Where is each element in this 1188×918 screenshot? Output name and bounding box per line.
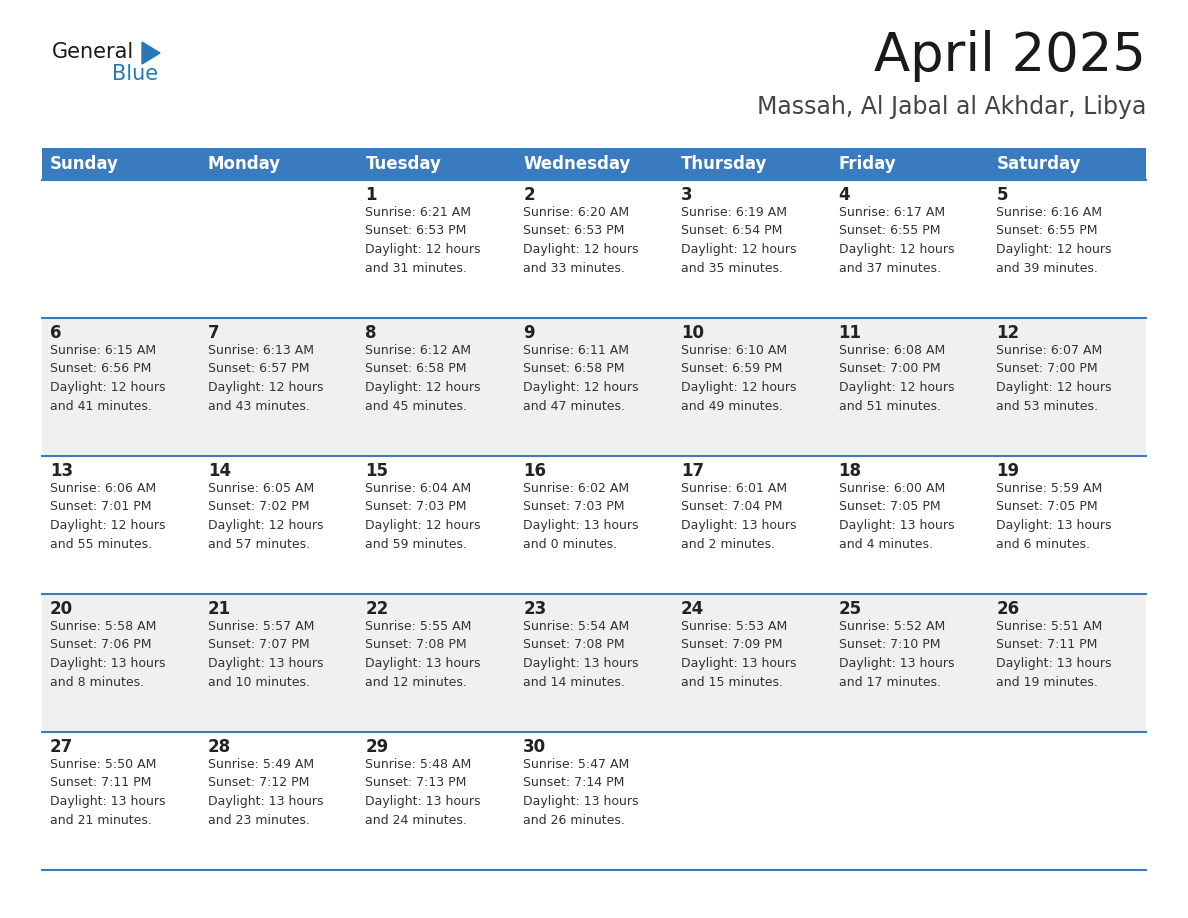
Bar <box>358 148 516 180</box>
Text: 16: 16 <box>523 462 546 480</box>
Text: Sunrise: 5:51 AM
Sunset: 7:11 PM
Daylight: 13 hours
and 19 minutes.: Sunrise: 5:51 AM Sunset: 7:11 PM Dayligh… <box>997 620 1112 688</box>
Text: 13: 13 <box>50 462 74 480</box>
Text: Sunrise: 5:55 AM
Sunset: 7:08 PM
Daylight: 13 hours
and 12 minutes.: Sunrise: 5:55 AM Sunset: 7:08 PM Dayligh… <box>366 620 481 688</box>
Text: Sunrise: 6:07 AM
Sunset: 7:00 PM
Daylight: 12 hours
and 53 minutes.: Sunrise: 6:07 AM Sunset: 7:00 PM Dayligh… <box>997 344 1112 412</box>
Text: Sunrise: 5:58 AM
Sunset: 7:06 PM
Daylight: 13 hours
and 8 minutes.: Sunrise: 5:58 AM Sunset: 7:06 PM Dayligh… <box>50 620 165 688</box>
Text: Sunrise: 6:08 AM
Sunset: 7:00 PM
Daylight: 12 hours
and 51 minutes.: Sunrise: 6:08 AM Sunset: 7:00 PM Dayligh… <box>839 344 954 412</box>
Bar <box>516 148 672 180</box>
Text: Monday: Monday <box>208 155 280 173</box>
Text: Sunrise: 6:21 AM
Sunset: 6:53 PM
Daylight: 12 hours
and 31 minutes.: Sunrise: 6:21 AM Sunset: 6:53 PM Dayligh… <box>366 206 481 274</box>
Text: 25: 25 <box>839 600 861 618</box>
Text: 19: 19 <box>997 462 1019 480</box>
Text: Sunrise: 5:47 AM
Sunset: 7:14 PM
Daylight: 13 hours
and 26 minutes.: Sunrise: 5:47 AM Sunset: 7:14 PM Dayligh… <box>523 758 639 826</box>
Text: Sunrise: 5:57 AM
Sunset: 7:07 PM
Daylight: 13 hours
and 10 minutes.: Sunrise: 5:57 AM Sunset: 7:07 PM Dayligh… <box>208 620 323 688</box>
Text: Sunrise: 6:11 AM
Sunset: 6:58 PM
Daylight: 12 hours
and 47 minutes.: Sunrise: 6:11 AM Sunset: 6:58 PM Dayligh… <box>523 344 639 412</box>
Text: 23: 23 <box>523 600 546 618</box>
Text: Sunrise: 6:05 AM
Sunset: 7:02 PM
Daylight: 12 hours
and 57 minutes.: Sunrise: 6:05 AM Sunset: 7:02 PM Dayligh… <box>208 482 323 551</box>
Text: Sunrise: 5:49 AM
Sunset: 7:12 PM
Daylight: 13 hours
and 23 minutes.: Sunrise: 5:49 AM Sunset: 7:12 PM Dayligh… <box>208 758 323 826</box>
Text: 12: 12 <box>997 324 1019 342</box>
Text: Sunrise: 6:01 AM
Sunset: 7:04 PM
Daylight: 13 hours
and 2 minutes.: Sunrise: 6:01 AM Sunset: 7:04 PM Dayligh… <box>681 482 796 551</box>
Bar <box>42 456 1146 594</box>
Text: Thursday: Thursday <box>681 155 767 173</box>
Text: General: General <box>52 42 134 62</box>
Text: Sunrise: 6:00 AM
Sunset: 7:05 PM
Daylight: 13 hours
and 4 minutes.: Sunrise: 6:00 AM Sunset: 7:05 PM Dayligh… <box>839 482 954 551</box>
Text: Sunrise: 5:50 AM
Sunset: 7:11 PM
Daylight: 13 hours
and 21 minutes.: Sunrise: 5:50 AM Sunset: 7:11 PM Dayligh… <box>50 758 165 826</box>
Bar <box>42 180 1146 318</box>
Text: 20: 20 <box>50 600 74 618</box>
Text: April 2025: April 2025 <box>874 30 1146 82</box>
Text: 30: 30 <box>523 738 546 756</box>
Text: 28: 28 <box>208 738 230 756</box>
Text: 15: 15 <box>366 462 388 480</box>
Text: 10: 10 <box>681 324 703 342</box>
Text: 14: 14 <box>208 462 230 480</box>
Text: Tuesday: Tuesday <box>366 155 441 173</box>
Bar <box>42 148 200 180</box>
Text: 22: 22 <box>366 600 388 618</box>
Text: Sunrise: 5:52 AM
Sunset: 7:10 PM
Daylight: 13 hours
and 17 minutes.: Sunrise: 5:52 AM Sunset: 7:10 PM Dayligh… <box>839 620 954 688</box>
Text: Sunday: Sunday <box>50 155 119 173</box>
Text: 9: 9 <box>523 324 535 342</box>
Text: 8: 8 <box>366 324 377 342</box>
Text: 18: 18 <box>839 462 861 480</box>
Text: Sunrise: 6:04 AM
Sunset: 7:03 PM
Daylight: 12 hours
and 59 minutes.: Sunrise: 6:04 AM Sunset: 7:03 PM Dayligh… <box>366 482 481 551</box>
Text: Sunrise: 6:06 AM
Sunset: 7:01 PM
Daylight: 12 hours
and 55 minutes.: Sunrise: 6:06 AM Sunset: 7:01 PM Dayligh… <box>50 482 165 551</box>
Bar <box>42 318 1146 456</box>
Text: 27: 27 <box>50 738 74 756</box>
Text: Sunrise: 5:54 AM
Sunset: 7:08 PM
Daylight: 13 hours
and 14 minutes.: Sunrise: 5:54 AM Sunset: 7:08 PM Dayligh… <box>523 620 639 688</box>
Text: 29: 29 <box>366 738 388 756</box>
Text: 17: 17 <box>681 462 704 480</box>
Text: 7: 7 <box>208 324 220 342</box>
Text: 6: 6 <box>50 324 62 342</box>
Text: Wednesday: Wednesday <box>523 155 631 173</box>
Text: 21: 21 <box>208 600 230 618</box>
Text: 26: 26 <box>997 600 1019 618</box>
Bar <box>42 732 1146 870</box>
Text: Saturday: Saturday <box>997 155 1081 173</box>
Text: 11: 11 <box>839 324 861 342</box>
Text: Sunrise: 6:17 AM
Sunset: 6:55 PM
Daylight: 12 hours
and 37 minutes.: Sunrise: 6:17 AM Sunset: 6:55 PM Dayligh… <box>839 206 954 274</box>
Text: Massah, Al Jabal al Akhdar, Libya: Massah, Al Jabal al Akhdar, Libya <box>757 95 1146 119</box>
Text: Sunrise: 5:48 AM
Sunset: 7:13 PM
Daylight: 13 hours
and 24 minutes.: Sunrise: 5:48 AM Sunset: 7:13 PM Dayligh… <box>366 758 481 826</box>
Bar <box>672 148 830 180</box>
Text: 24: 24 <box>681 600 704 618</box>
Text: Sunrise: 6:16 AM
Sunset: 6:55 PM
Daylight: 12 hours
and 39 minutes.: Sunrise: 6:16 AM Sunset: 6:55 PM Dayligh… <box>997 206 1112 274</box>
Text: Sunrise: 6:20 AM
Sunset: 6:53 PM
Daylight: 12 hours
and 33 minutes.: Sunrise: 6:20 AM Sunset: 6:53 PM Dayligh… <box>523 206 639 274</box>
Text: Sunrise: 6:02 AM
Sunset: 7:03 PM
Daylight: 13 hours
and 0 minutes.: Sunrise: 6:02 AM Sunset: 7:03 PM Dayligh… <box>523 482 639 551</box>
Text: 3: 3 <box>681 186 693 204</box>
Text: 2: 2 <box>523 186 535 204</box>
Text: Friday: Friday <box>839 155 896 173</box>
Text: Sunrise: 6:15 AM
Sunset: 6:56 PM
Daylight: 12 hours
and 41 minutes.: Sunrise: 6:15 AM Sunset: 6:56 PM Dayligh… <box>50 344 165 412</box>
Bar <box>42 594 1146 732</box>
Text: Sunrise: 5:53 AM
Sunset: 7:09 PM
Daylight: 13 hours
and 15 minutes.: Sunrise: 5:53 AM Sunset: 7:09 PM Dayligh… <box>681 620 796 688</box>
Polygon shape <box>143 42 160 64</box>
Text: Sunrise: 5:59 AM
Sunset: 7:05 PM
Daylight: 13 hours
and 6 minutes.: Sunrise: 5:59 AM Sunset: 7:05 PM Dayligh… <box>997 482 1112 551</box>
Text: Sunrise: 6:10 AM
Sunset: 6:59 PM
Daylight: 12 hours
and 49 minutes.: Sunrise: 6:10 AM Sunset: 6:59 PM Dayligh… <box>681 344 796 412</box>
Text: Blue: Blue <box>112 64 158 84</box>
Text: 4: 4 <box>839 186 851 204</box>
Bar <box>200 148 358 180</box>
Bar <box>988 148 1146 180</box>
Text: 1: 1 <box>366 186 377 204</box>
Text: Sunrise: 6:12 AM
Sunset: 6:58 PM
Daylight: 12 hours
and 45 minutes.: Sunrise: 6:12 AM Sunset: 6:58 PM Dayligh… <box>366 344 481 412</box>
Bar <box>830 148 988 180</box>
Text: 5: 5 <box>997 186 1007 204</box>
Text: Sunrise: 6:13 AM
Sunset: 6:57 PM
Daylight: 12 hours
and 43 minutes.: Sunrise: 6:13 AM Sunset: 6:57 PM Dayligh… <box>208 344 323 412</box>
Text: Sunrise: 6:19 AM
Sunset: 6:54 PM
Daylight: 12 hours
and 35 minutes.: Sunrise: 6:19 AM Sunset: 6:54 PM Dayligh… <box>681 206 796 274</box>
